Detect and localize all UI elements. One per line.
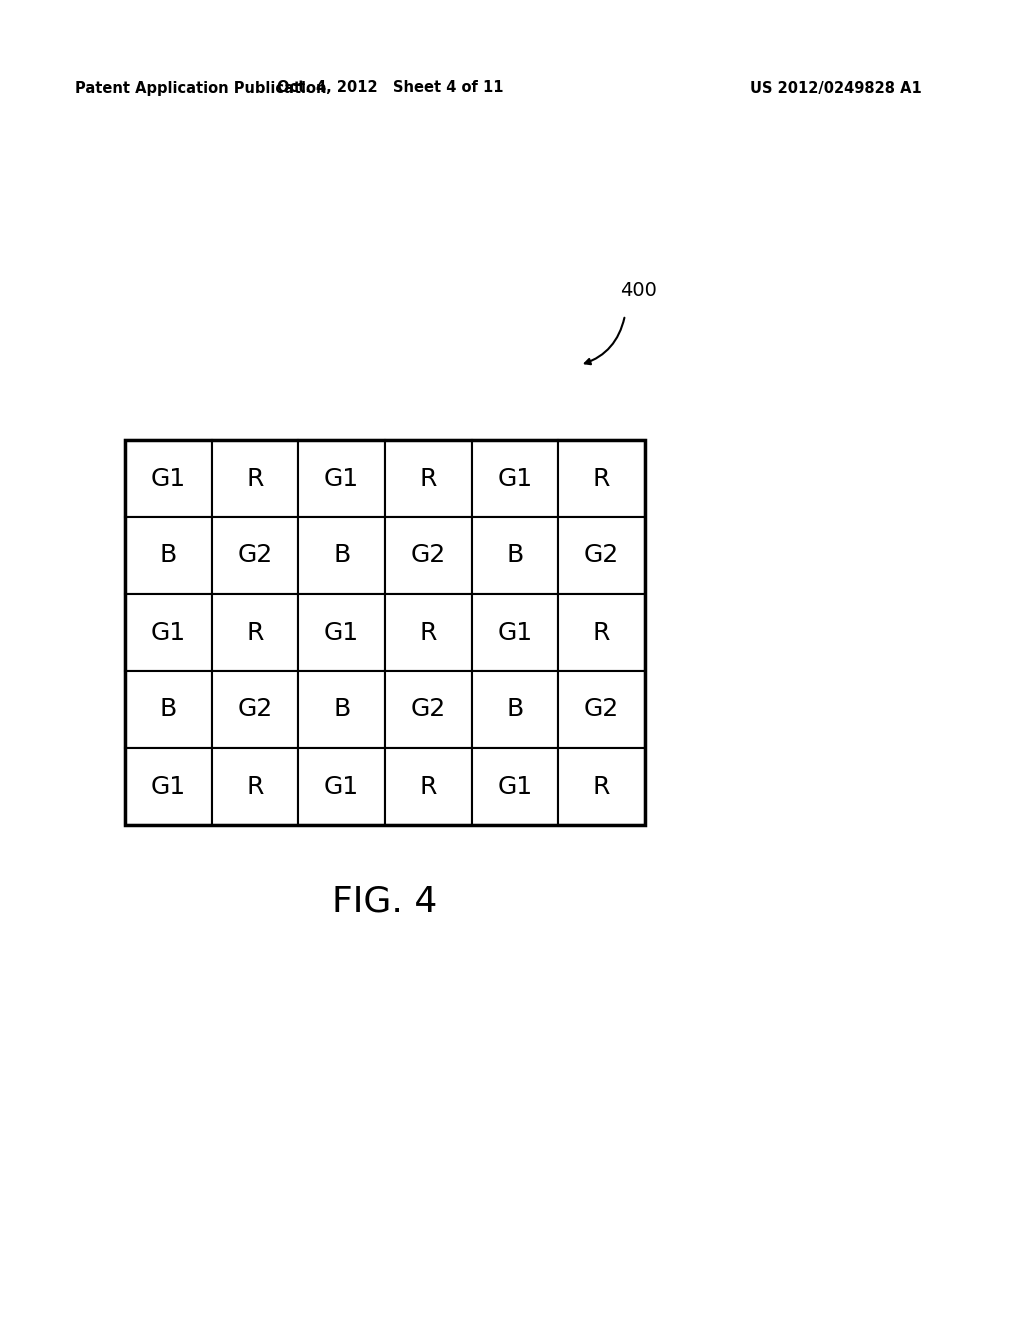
Bar (558, 440, 645, 517)
Text: G2: G2 (238, 544, 272, 568)
Bar (298, 440, 385, 517)
Text: G2: G2 (238, 697, 272, 722)
Bar (385, 594, 472, 671)
Text: B: B (160, 544, 177, 568)
Text: G1: G1 (151, 775, 186, 799)
Bar (125, 594, 212, 671)
Bar (472, 748, 558, 825)
Bar (472, 671, 558, 748)
Text: Patent Application Publication: Patent Application Publication (75, 81, 327, 95)
Bar (298, 594, 385, 671)
Text: B: B (160, 697, 177, 722)
Bar (125, 440, 212, 517)
Text: FIG. 4: FIG. 4 (333, 884, 437, 919)
Bar (385, 440, 472, 517)
Bar (558, 748, 645, 825)
Text: G1: G1 (325, 466, 359, 491)
Text: G2: G2 (411, 697, 446, 722)
Bar (385, 517, 472, 594)
Bar (212, 748, 298, 825)
Text: G1: G1 (498, 775, 532, 799)
Bar (472, 440, 558, 517)
Text: G1: G1 (498, 620, 532, 644)
Bar (558, 671, 645, 748)
Bar (212, 594, 298, 671)
Bar (125, 440, 645, 825)
Text: R: R (247, 775, 264, 799)
Bar (125, 748, 212, 825)
Text: US 2012/0249828 A1: US 2012/0249828 A1 (750, 81, 922, 95)
Text: R: R (420, 620, 437, 644)
Bar (558, 517, 645, 594)
Bar (385, 671, 472, 748)
Text: R: R (247, 466, 264, 491)
Text: G2: G2 (584, 544, 620, 568)
Bar (212, 671, 298, 748)
Text: G1: G1 (325, 775, 359, 799)
Bar (472, 517, 558, 594)
Bar (385, 748, 472, 825)
Bar (212, 440, 298, 517)
Text: B: B (507, 697, 523, 722)
Text: Oct. 4, 2012   Sheet 4 of 11: Oct. 4, 2012 Sheet 4 of 11 (276, 81, 503, 95)
Text: G2: G2 (584, 697, 620, 722)
Text: R: R (420, 775, 437, 799)
Text: R: R (593, 466, 610, 491)
Text: B: B (507, 544, 523, 568)
Text: G1: G1 (325, 620, 359, 644)
Text: R: R (593, 775, 610, 799)
Bar (298, 748, 385, 825)
Text: G2: G2 (411, 544, 446, 568)
Bar (298, 671, 385, 748)
Bar (125, 517, 212, 594)
Text: R: R (247, 620, 264, 644)
Bar (298, 517, 385, 594)
Text: R: R (593, 620, 610, 644)
Bar (558, 594, 645, 671)
Text: R: R (420, 466, 437, 491)
Text: G1: G1 (498, 466, 532, 491)
Text: B: B (333, 544, 350, 568)
Bar (125, 671, 212, 748)
Text: G1: G1 (151, 466, 186, 491)
Text: 400: 400 (620, 281, 656, 300)
Bar (212, 517, 298, 594)
Bar (472, 594, 558, 671)
Text: G1: G1 (151, 620, 186, 644)
Text: B: B (333, 697, 350, 722)
